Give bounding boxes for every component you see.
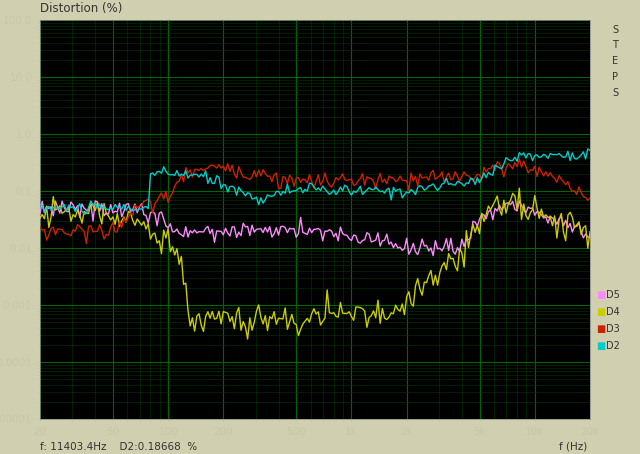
Text: f: 11403.4Hz    D2:0.18668  %: f: 11403.4Hz D2:0.18668 % xyxy=(40,442,197,452)
Text: D2: D2 xyxy=(606,341,620,351)
Text: P: P xyxy=(612,72,618,82)
Text: f (Hz): f (Hz) xyxy=(559,442,587,452)
Text: ■: ■ xyxy=(596,290,605,300)
Text: S: S xyxy=(612,88,618,98)
Text: ■: ■ xyxy=(596,307,605,317)
Text: E: E xyxy=(612,56,618,66)
Text: ■: ■ xyxy=(596,341,605,351)
Text: D4: D4 xyxy=(606,307,620,317)
Text: S: S xyxy=(612,25,618,35)
Text: Distortion (%): Distortion (%) xyxy=(40,2,122,15)
Text: T: T xyxy=(612,40,618,50)
Text: ■: ■ xyxy=(596,324,605,334)
Text: D3: D3 xyxy=(606,324,620,334)
Text: D5: D5 xyxy=(606,290,620,300)
